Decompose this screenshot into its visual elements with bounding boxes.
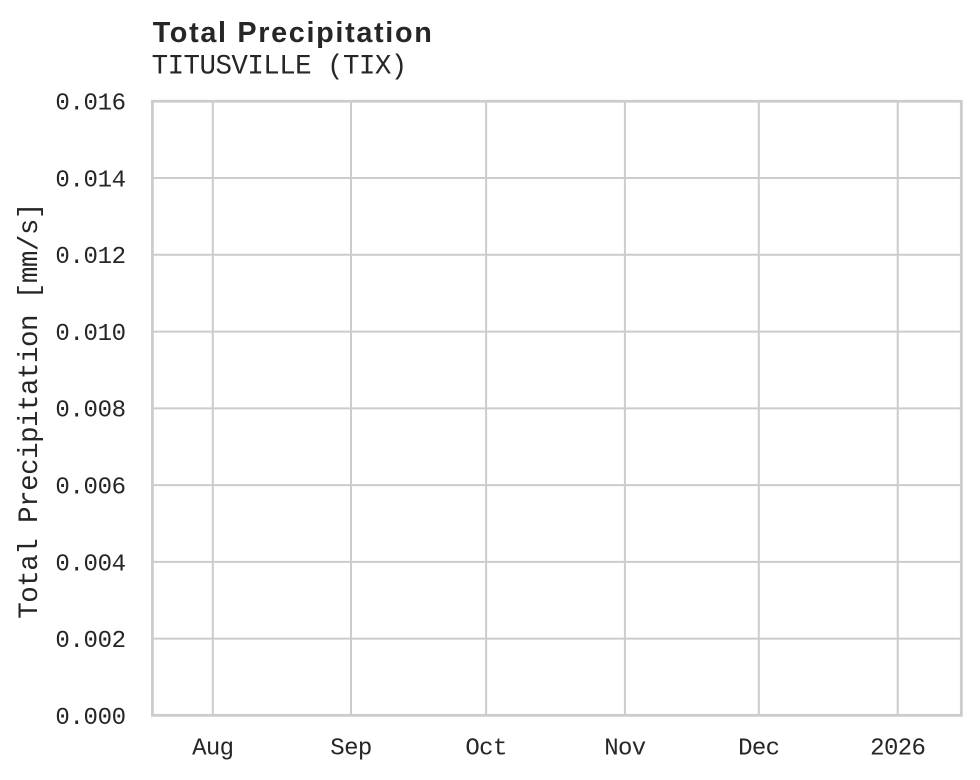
svg-text:0.000: 0.000	[55, 705, 125, 732]
svg-text:Total Precipitation [mm/s]: Total Precipitation [mm/s]	[15, 203, 46, 619]
svg-text:Total Precipitation: Total Precipitation	[153, 17, 434, 49]
svg-text:Nov: Nov	[604, 736, 646, 763]
svg-text:0.014: 0.014	[55, 167, 125, 194]
svg-text:Dec: Dec	[738, 736, 779, 763]
svg-text:2026: 2026	[870, 736, 925, 763]
svg-text:0.008: 0.008	[55, 398, 125, 425]
svg-text:Oct: Oct	[465, 736, 506, 763]
svg-text:0.016: 0.016	[55, 91, 125, 118]
svg-text:0.010: 0.010	[55, 321, 125, 348]
svg-text:TITUSVILLE (TIX): TITUSVILLE (TIX)	[152, 52, 407, 83]
svg-text:0.002: 0.002	[55, 628, 125, 655]
svg-text:Aug: Aug	[192, 736, 233, 763]
svg-text:Sep: Sep	[330, 736, 371, 763]
svg-text:0.006: 0.006	[55, 475, 125, 502]
svg-text:0.004: 0.004	[55, 551, 125, 578]
svg-text:0.012: 0.012	[55, 244, 125, 271]
